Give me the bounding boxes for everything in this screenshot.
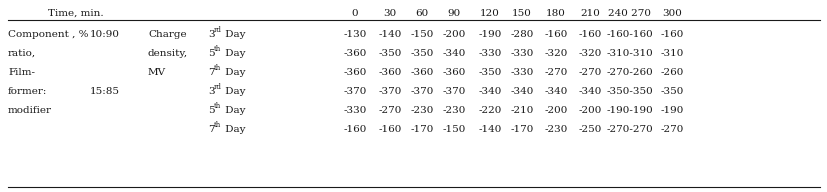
Text: -210: -210 (509, 106, 533, 115)
Text: -270: -270 (577, 68, 601, 77)
Text: -170: -170 (410, 125, 433, 134)
Text: 300: 300 (662, 9, 681, 18)
Text: rd: rd (213, 83, 221, 91)
Text: 15:85: 15:85 (90, 87, 120, 96)
Text: -160: -160 (378, 125, 401, 134)
Text: -230: -230 (410, 106, 433, 115)
Text: -350: -350 (659, 87, 683, 96)
Text: -340: -340 (442, 49, 465, 58)
Text: -160: -160 (659, 30, 683, 39)
Text: modifier: modifier (8, 106, 52, 115)
Text: Charge: Charge (148, 30, 186, 39)
Text: -310-310: -310-310 (606, 49, 653, 58)
Text: -190-190: -190-190 (606, 106, 653, 115)
Text: -190: -190 (478, 30, 501, 39)
Text: -330: -330 (478, 49, 501, 58)
Text: -340: -340 (577, 87, 601, 96)
Text: -160: -160 (543, 30, 567, 39)
Text: -190: -190 (659, 106, 683, 115)
Text: -230: -230 (543, 125, 567, 134)
Text: -330: -330 (343, 106, 366, 115)
Text: 0: 0 (351, 9, 358, 18)
Text: -250: -250 (577, 125, 601, 134)
Text: -360: -360 (410, 68, 433, 77)
Text: -340: -340 (543, 87, 567, 96)
Text: Time, min.: Time, min. (48, 9, 103, 18)
Text: -370: -370 (378, 87, 401, 96)
Text: -340: -340 (509, 87, 533, 96)
Text: -200: -200 (543, 106, 567, 115)
Text: rd: rd (213, 26, 221, 34)
Text: former:: former: (8, 87, 47, 96)
Text: 7: 7 (208, 125, 214, 134)
Text: 7: 7 (208, 68, 214, 77)
Text: Day: Day (222, 30, 246, 39)
Text: -360: -360 (343, 49, 366, 58)
Text: 210: 210 (580, 9, 600, 18)
Text: Day: Day (222, 68, 246, 77)
Text: -360: -360 (378, 68, 401, 77)
Text: -350: -350 (478, 68, 501, 77)
Text: -360: -360 (442, 68, 465, 77)
Text: -150: -150 (410, 30, 433, 39)
Text: -310: -310 (659, 49, 683, 58)
Text: -270-260: -270-260 (606, 68, 653, 77)
Text: th: th (213, 121, 221, 129)
Text: th: th (213, 102, 221, 110)
Text: 90: 90 (447, 9, 460, 18)
Text: -350: -350 (378, 49, 401, 58)
Text: -370: -370 (442, 87, 465, 96)
Text: 3: 3 (208, 87, 214, 96)
Text: -220: -220 (478, 106, 501, 115)
Text: -160: -160 (343, 125, 366, 134)
Text: Day: Day (222, 125, 246, 134)
Text: -160: -160 (577, 30, 601, 39)
Text: -340: -340 (478, 87, 501, 96)
Text: density,: density, (148, 49, 188, 58)
Text: Component , %: Component , % (8, 30, 88, 39)
Text: -150: -150 (442, 125, 465, 134)
Text: -130: -130 (343, 30, 366, 39)
Text: -270: -270 (543, 68, 567, 77)
Text: Day: Day (222, 87, 246, 96)
Text: -330: -330 (509, 49, 533, 58)
Text: 30: 30 (383, 9, 396, 18)
Text: -140: -140 (378, 30, 401, 39)
Text: th: th (213, 64, 221, 72)
Text: -350: -350 (410, 49, 433, 58)
Text: th: th (213, 45, 221, 53)
Text: -270-270: -270-270 (606, 125, 653, 134)
Text: -270: -270 (659, 125, 683, 134)
Text: -360: -360 (343, 68, 366, 77)
Text: -230: -230 (442, 106, 465, 115)
Text: MV: MV (148, 68, 166, 77)
Text: 3: 3 (208, 30, 214, 39)
Text: -370: -370 (410, 87, 433, 96)
Text: -200: -200 (577, 106, 601, 115)
Text: -280: -280 (509, 30, 533, 39)
Text: -370: -370 (343, 87, 366, 96)
Text: 60: 60 (415, 9, 428, 18)
Text: -140: -140 (478, 125, 501, 134)
Text: -330: -330 (509, 68, 533, 77)
Text: -170: -170 (509, 125, 533, 134)
Text: 150: 150 (511, 9, 531, 18)
Text: 180: 180 (545, 9, 565, 18)
Text: ratio,: ratio, (8, 49, 36, 58)
Text: Film-: Film- (8, 68, 35, 77)
Text: -260: -260 (659, 68, 683, 77)
Text: -320: -320 (577, 49, 601, 58)
Text: 240 270: 240 270 (608, 9, 651, 18)
Text: -270: -270 (378, 106, 401, 115)
Text: 5: 5 (208, 49, 214, 58)
Text: -160-160: -160-160 (606, 30, 653, 39)
Text: -320: -320 (543, 49, 567, 58)
Text: Day: Day (222, 106, 246, 115)
Text: -200: -200 (442, 30, 465, 39)
Text: 10:90: 10:90 (90, 30, 120, 39)
Text: 120: 120 (480, 9, 500, 18)
Text: 5: 5 (208, 106, 214, 115)
Text: Day: Day (222, 49, 246, 58)
Text: -350-350: -350-350 (606, 87, 653, 96)
